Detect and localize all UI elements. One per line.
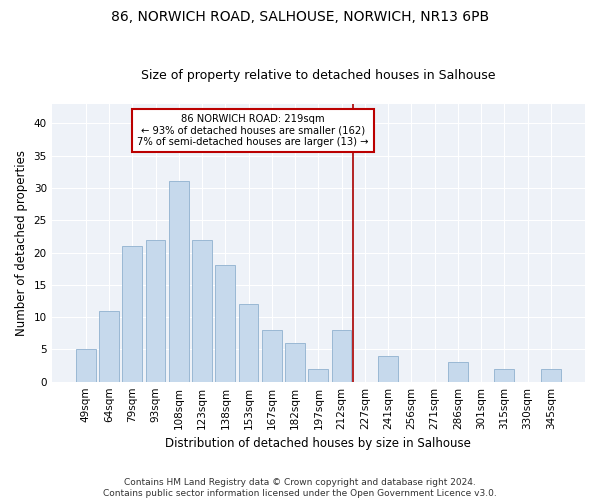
- Bar: [99, 310, 119, 382]
- Text: Contains HM Land Registry data © Crown copyright and database right 2024.
Contai: Contains HM Land Registry data © Crown c…: [103, 478, 497, 498]
- Bar: [169, 182, 188, 382]
- Bar: [122, 246, 142, 382]
- Bar: [262, 330, 282, 382]
- Bar: [308, 369, 328, 382]
- Bar: [541, 369, 561, 382]
- Text: 86, NORWICH ROAD, SALHOUSE, NORWICH, NR13 6PB: 86, NORWICH ROAD, SALHOUSE, NORWICH, NR1…: [111, 10, 489, 24]
- Title: Size of property relative to detached houses in Salhouse: Size of property relative to detached ho…: [141, 69, 496, 82]
- Bar: [76, 350, 95, 382]
- Y-axis label: Number of detached properties: Number of detached properties: [15, 150, 28, 336]
- Bar: [146, 240, 166, 382]
- Bar: [448, 362, 468, 382]
- Bar: [378, 356, 398, 382]
- Bar: [494, 369, 514, 382]
- Bar: [192, 240, 212, 382]
- Bar: [215, 266, 235, 382]
- Bar: [285, 343, 305, 382]
- Text: 86 NORWICH ROAD: 219sqm
← 93% of detached houses are smaller (162)
7% of semi-de: 86 NORWICH ROAD: 219sqm ← 93% of detache…: [137, 114, 369, 147]
- Bar: [239, 304, 259, 382]
- X-axis label: Distribution of detached houses by size in Salhouse: Distribution of detached houses by size …: [166, 437, 471, 450]
- Bar: [332, 330, 352, 382]
